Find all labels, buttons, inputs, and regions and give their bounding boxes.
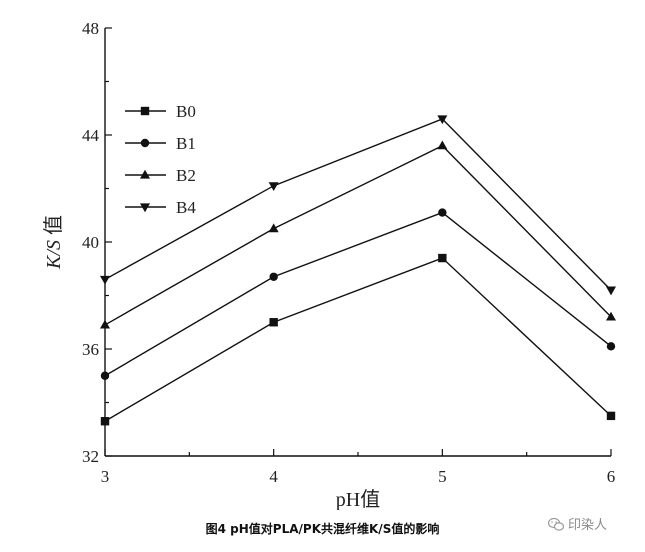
legend-item: B1 [125, 134, 196, 153]
x-tick-label: 3 [101, 467, 110, 486]
series-line [104, 257, 612, 422]
series-layer [100, 115, 616, 426]
data-point [100, 371, 110, 380]
watermark: 印染人 [548, 514, 607, 533]
legend-label: B0 [176, 102, 196, 121]
legend-label: B2 [176, 166, 196, 185]
y-axis-title-suffix: 值 [42, 215, 65, 240]
series-line [104, 118, 612, 291]
legend-marker [140, 106, 150, 116]
series-b1 [100, 208, 616, 380]
figure-caption: 图4 pH值对PLA/PK共混纤维K/S值的影响 [205, 522, 440, 536]
x-tick-label: 6 [607, 467, 616, 486]
legend-item: B0 [125, 102, 196, 121]
data-point [438, 208, 447, 217]
legend-label: B1 [176, 134, 196, 153]
line-chart: 32 36 40 44 48 3 4 5 6 B0 B1 B2 B4 pH值 K/S 值 [42, 19, 616, 510]
watermark-text: 印染人 [568, 518, 608, 533]
legend-marker [140, 138, 150, 148]
data-point [269, 272, 278, 281]
series-line [104, 144, 612, 326]
y-tick-label: 36 [82, 340, 99, 359]
y-tick-label: 48 [82, 19, 99, 38]
series-b0 [100, 253, 616, 426]
data-point [268, 223, 279, 233]
legend-item: B2 [125, 166, 196, 185]
data-point [606, 342, 616, 351]
data-point [268, 182, 279, 192]
legend-label: B4 [176, 198, 196, 217]
x-tick-label: 5 [438, 467, 447, 486]
series-b2 [100, 140, 616, 329]
data-point [100, 275, 110, 285]
data-point [100, 319, 110, 329]
axes: 32 36 40 44 48 3 4 5 6 [82, 19, 615, 486]
data-point [100, 417, 110, 426]
legend-marker [140, 169, 150, 179]
y-tick-label: 40 [82, 233, 99, 252]
data-point [437, 115, 448, 125]
y-tick-label: 44 [82, 126, 100, 145]
y-axis-title-italic: K/S [43, 240, 65, 270]
series-b4 [100, 115, 616, 296]
data-point [606, 411, 616, 421]
wechat-icon [548, 518, 564, 531]
data-point [606, 286, 616, 296]
data-point [437, 140, 448, 150]
data-point [269, 318, 278, 327]
x-axis-title: pH值 [336, 488, 380, 510]
y-axis-title: K/S 值 [42, 215, 65, 270]
legend-marker [140, 203, 150, 213]
data-point [438, 253, 447, 263]
data-point [606, 311, 616, 321]
legend-item: B4 [125, 198, 196, 217]
series-line [104, 211, 612, 377]
y-tick-label: 32 [82, 447, 99, 466]
legend: B0 B1 B2 B4 [125, 102, 196, 217]
x-tick-label: 4 [269, 467, 278, 486]
